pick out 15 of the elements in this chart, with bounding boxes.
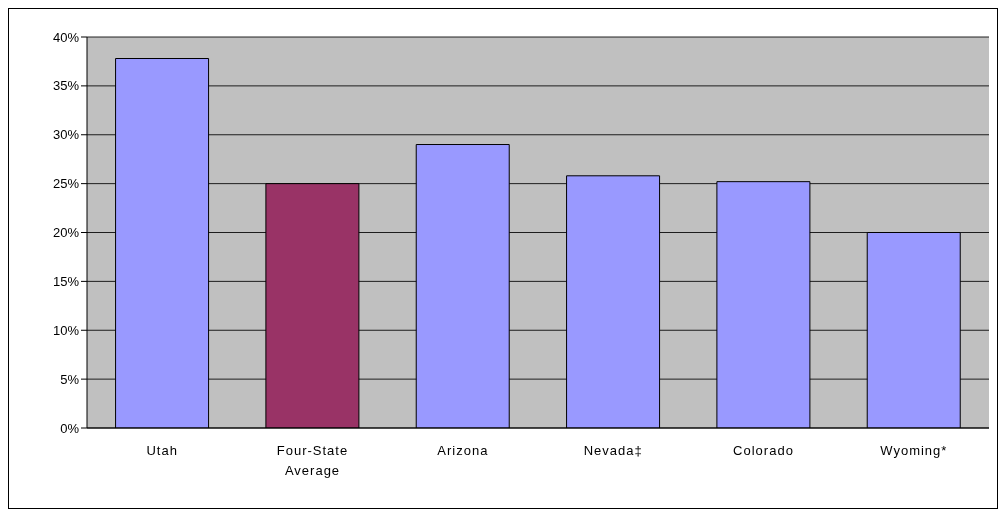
y-tick-label: 10% [52, 322, 80, 338]
y-tick-label: 0% [60, 420, 80, 436]
x-tick-label: Nevada‡ [583, 443, 643, 459]
x-tick-label: Colorado [733, 443, 794, 459]
x-tick-label: Wyoming* [880, 443, 948, 459]
x-tick-label: Four-State Average [276, 443, 349, 479]
y-tick-label: 30% [52, 127, 80, 143]
y-tick-label: 40% [52, 29, 80, 45]
y-tick-label: 20% [52, 225, 80, 241]
y-tick-label: 5% [60, 371, 80, 387]
y-tick-label: 15% [52, 273, 80, 289]
x-tick-label: Utah [146, 443, 178, 459]
x-tick-label: Arizona [437, 443, 489, 459]
y-tick-label: 25% [52, 176, 80, 192]
y-tick-label: 35% [52, 78, 80, 94]
